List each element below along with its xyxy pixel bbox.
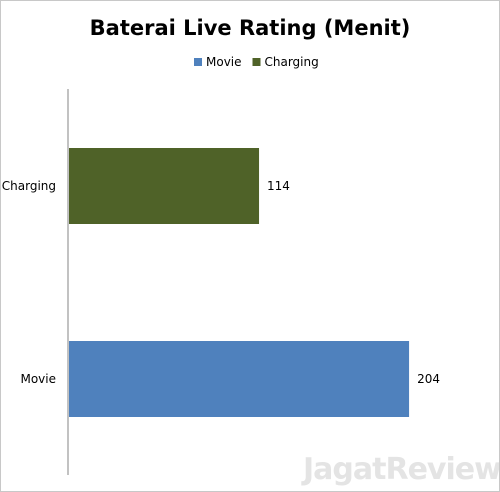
legend-label-charging: Charging [265, 55, 319, 69]
legend-swatch-charging [252, 58, 261, 66]
legend-swatch-movie [194, 58, 202, 66]
legend-label-movie: Movie [206, 55, 242, 69]
chart-title: Baterai Live Rating (Menit) [90, 16, 411, 40]
legend: Movie Charging [194, 55, 319, 69]
category-label-charging: Charging [2, 179, 56, 193]
watermark: JagatReview [301, 452, 499, 487]
bar-movie [69, 341, 410, 417]
bar-charging [69, 148, 260, 224]
category-label-movie: Movie [20, 372, 56, 386]
data-label-movie: 204 [417, 372, 440, 386]
plot-area: Charging 114 Movie 204 [2, 89, 440, 475]
data-label-charging: 114 [267, 179, 290, 193]
